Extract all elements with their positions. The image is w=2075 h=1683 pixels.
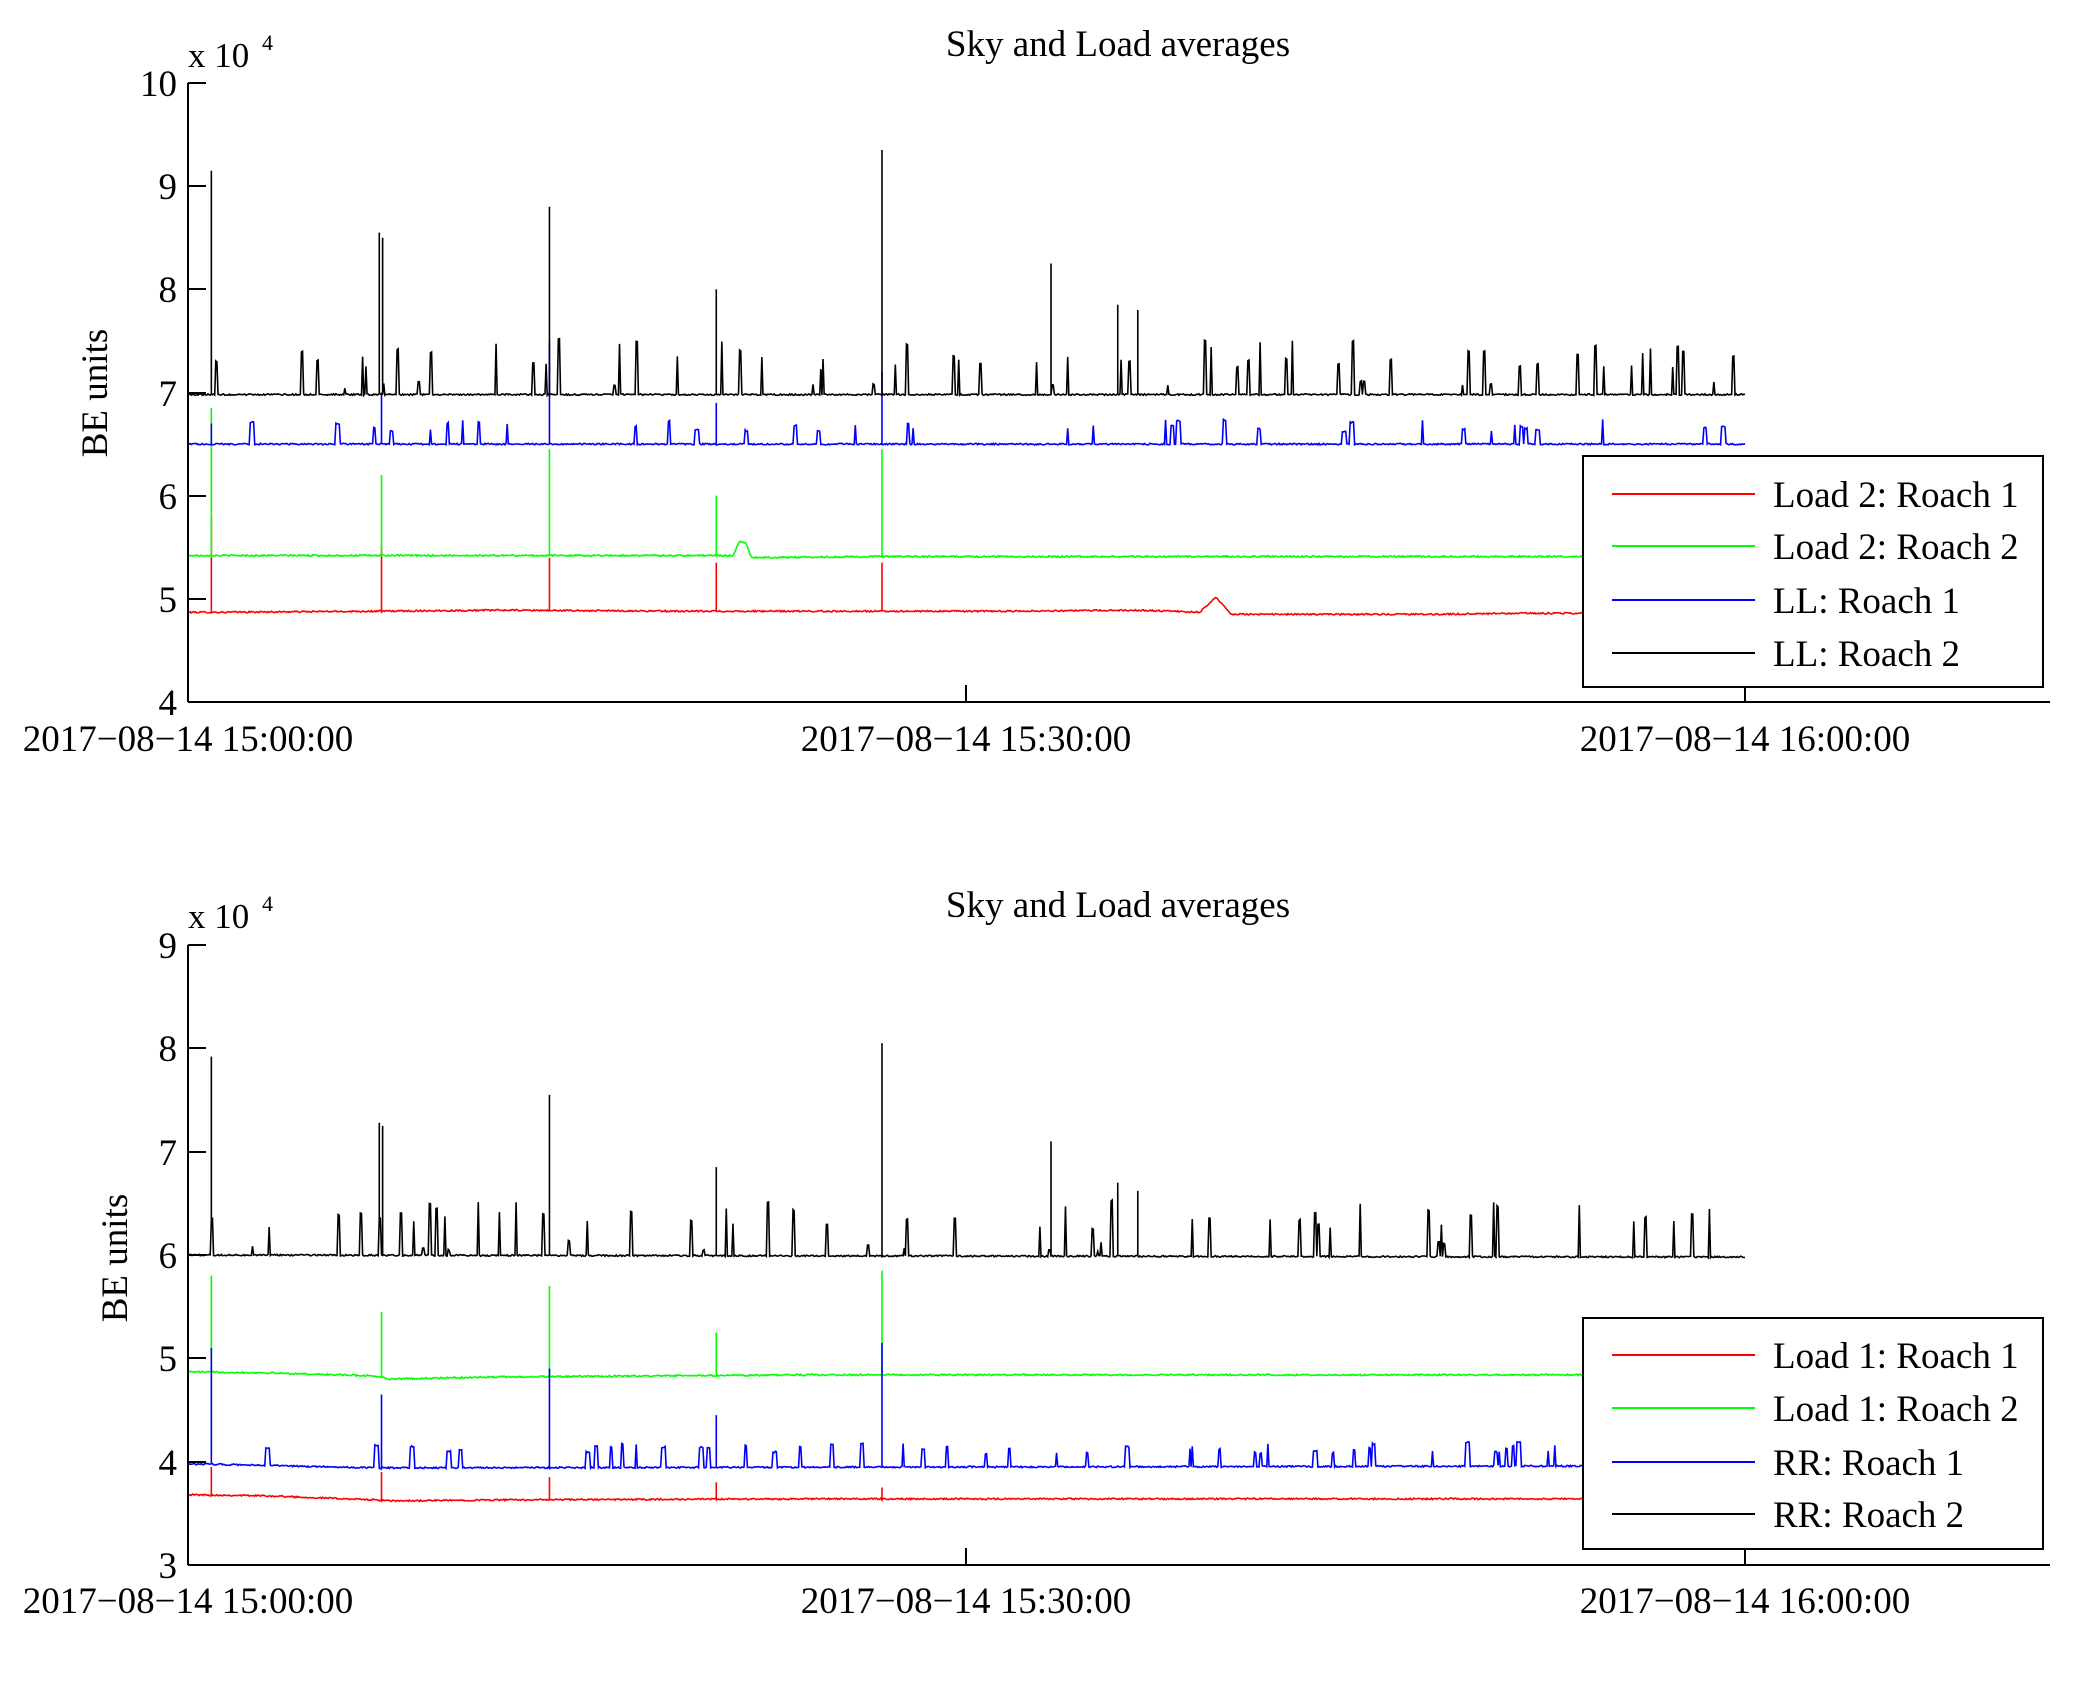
panel-1-y-tick-label: 8: [159, 270, 178, 311]
panel-2-legend-label: Load 1: Roach 2: [1773, 1389, 2019, 1430]
panel-2: Sky and Load averages x 10 4 BE units 3 …: [23, 885, 2050, 1622]
panel-1-y-tick-label: 9: [159, 167, 178, 208]
panel-2-legend-label: Load 1: Roach 1: [1773, 1336, 2019, 1377]
panel-2-y-ticks: 3 4 5 6 7 8 9: [159, 926, 206, 1587]
panel-1-y-tick-label: 5: [159, 580, 178, 621]
panel-1: Sky and Load averages x 10 4 BE units 4 …: [23, 24, 2050, 760]
panel-1-y-tick-label: 10: [140, 64, 177, 105]
panel-2-y-multiplier-exponent: 4: [262, 891, 273, 916]
panel-2-y-tick-label: 8: [159, 1029, 178, 1070]
panel-2-y-tick-label: 7: [159, 1133, 178, 1174]
panel-1-x-tick-label: 2017−08−14 15:00:00: [23, 719, 354, 760]
panel-1-x-tick-label: 2017−08−14 15:30:00: [801, 719, 1132, 760]
series-line-rr-roach-2: [187, 1043, 1746, 1260]
panel-1-legend-label: LL: Roach 1: [1773, 581, 1960, 622]
panel-2-y-tick-label: 3: [159, 1546, 178, 1587]
series-line-load-1-roach-1: [187, 1466, 1746, 1503]
panel-1-y-tick-label: 4: [159, 683, 178, 724]
series-line-load-2-roach-1: [187, 516, 1746, 617]
panel-2-plot-area: [187, 1043, 1746, 1503]
panel-2-y-tick-label: 9: [159, 926, 178, 967]
panel-2-y-tick-label: 4: [159, 1443, 178, 1484]
series-line-load-1-roach-2: [187, 1270, 1746, 1381]
panel-2-legend-label: RR: Roach 1: [1773, 1443, 1964, 1484]
panel-1-y-ticks: 4 5 6 7 8 9 10: [140, 64, 206, 724]
panel-1-title: Sky and Load averages: [946, 24, 1290, 65]
series-line-ll-roach-1: [187, 340, 1746, 447]
panel-1-legend: Load 2: Roach 1 Load 2: Roach 2 LL: Roac…: [1582, 455, 2044, 688]
panel-1-y-multiplier: x 10: [188, 36, 249, 75]
panel-2-y-tick-label: 6: [159, 1236, 178, 1277]
panel-2-y-tick-label: 5: [159, 1339, 178, 1380]
panel-2-x-ticks: 2017−08−14 15:00:00 2017−08−14 15:30:00 …: [23, 1548, 1911, 1622]
panel-1-plot-area: [187, 150, 1746, 617]
panel-1-legend-label: Load 2: Roach 1: [1773, 475, 2019, 516]
panel-1-x-tick-label: 2017−08−14 16:00:00: [1580, 719, 1911, 760]
panel-2-y-axis-label: BE units: [95, 1194, 136, 1323]
panel-1-y-axis-label: BE units: [75, 329, 116, 458]
panel-1-legend-label: Load 2: Roach 2: [1773, 527, 2019, 568]
panel-1-x-ticks: 2017−08−14 15:00:00 2017−08−14 15:30:00 …: [23, 685, 1911, 760]
panel-2-x-tick-label: 2017−08−14 16:00:00: [1580, 1581, 1911, 1622]
panel-1-y-tick-label: 7: [159, 374, 178, 415]
panel-1-y-tick-label: 6: [159, 477, 178, 518]
series-line-ll-roach-2: [187, 150, 1746, 398]
panel-2-legend-label: RR: Roach 2: [1773, 1495, 1964, 1536]
panel-1-y-multiplier-exponent: 4: [262, 30, 273, 55]
panel-2-legend: Load 1: Roach 1 Load 1: Roach 2 RR: Roac…: [1582, 1317, 2044, 1550]
panel-2-legend-box: [1582, 1317, 2044, 1550]
panel-2-x-tick-label: 2017−08−14 15:00:00: [23, 1581, 354, 1622]
series-line-load-2-roach-2: [187, 407, 1746, 560]
series-line-rr-roach-1: [187, 1342, 1746, 1471]
panel-2-y-multiplier: x 10: [188, 897, 249, 936]
panel-1-legend-label: LL: Roach 2: [1773, 634, 1960, 675]
panel-2-title: Sky and Load averages: [946, 885, 1290, 926]
panel-2-x-tick-label: 2017−08−14 15:30:00: [801, 1581, 1132, 1622]
